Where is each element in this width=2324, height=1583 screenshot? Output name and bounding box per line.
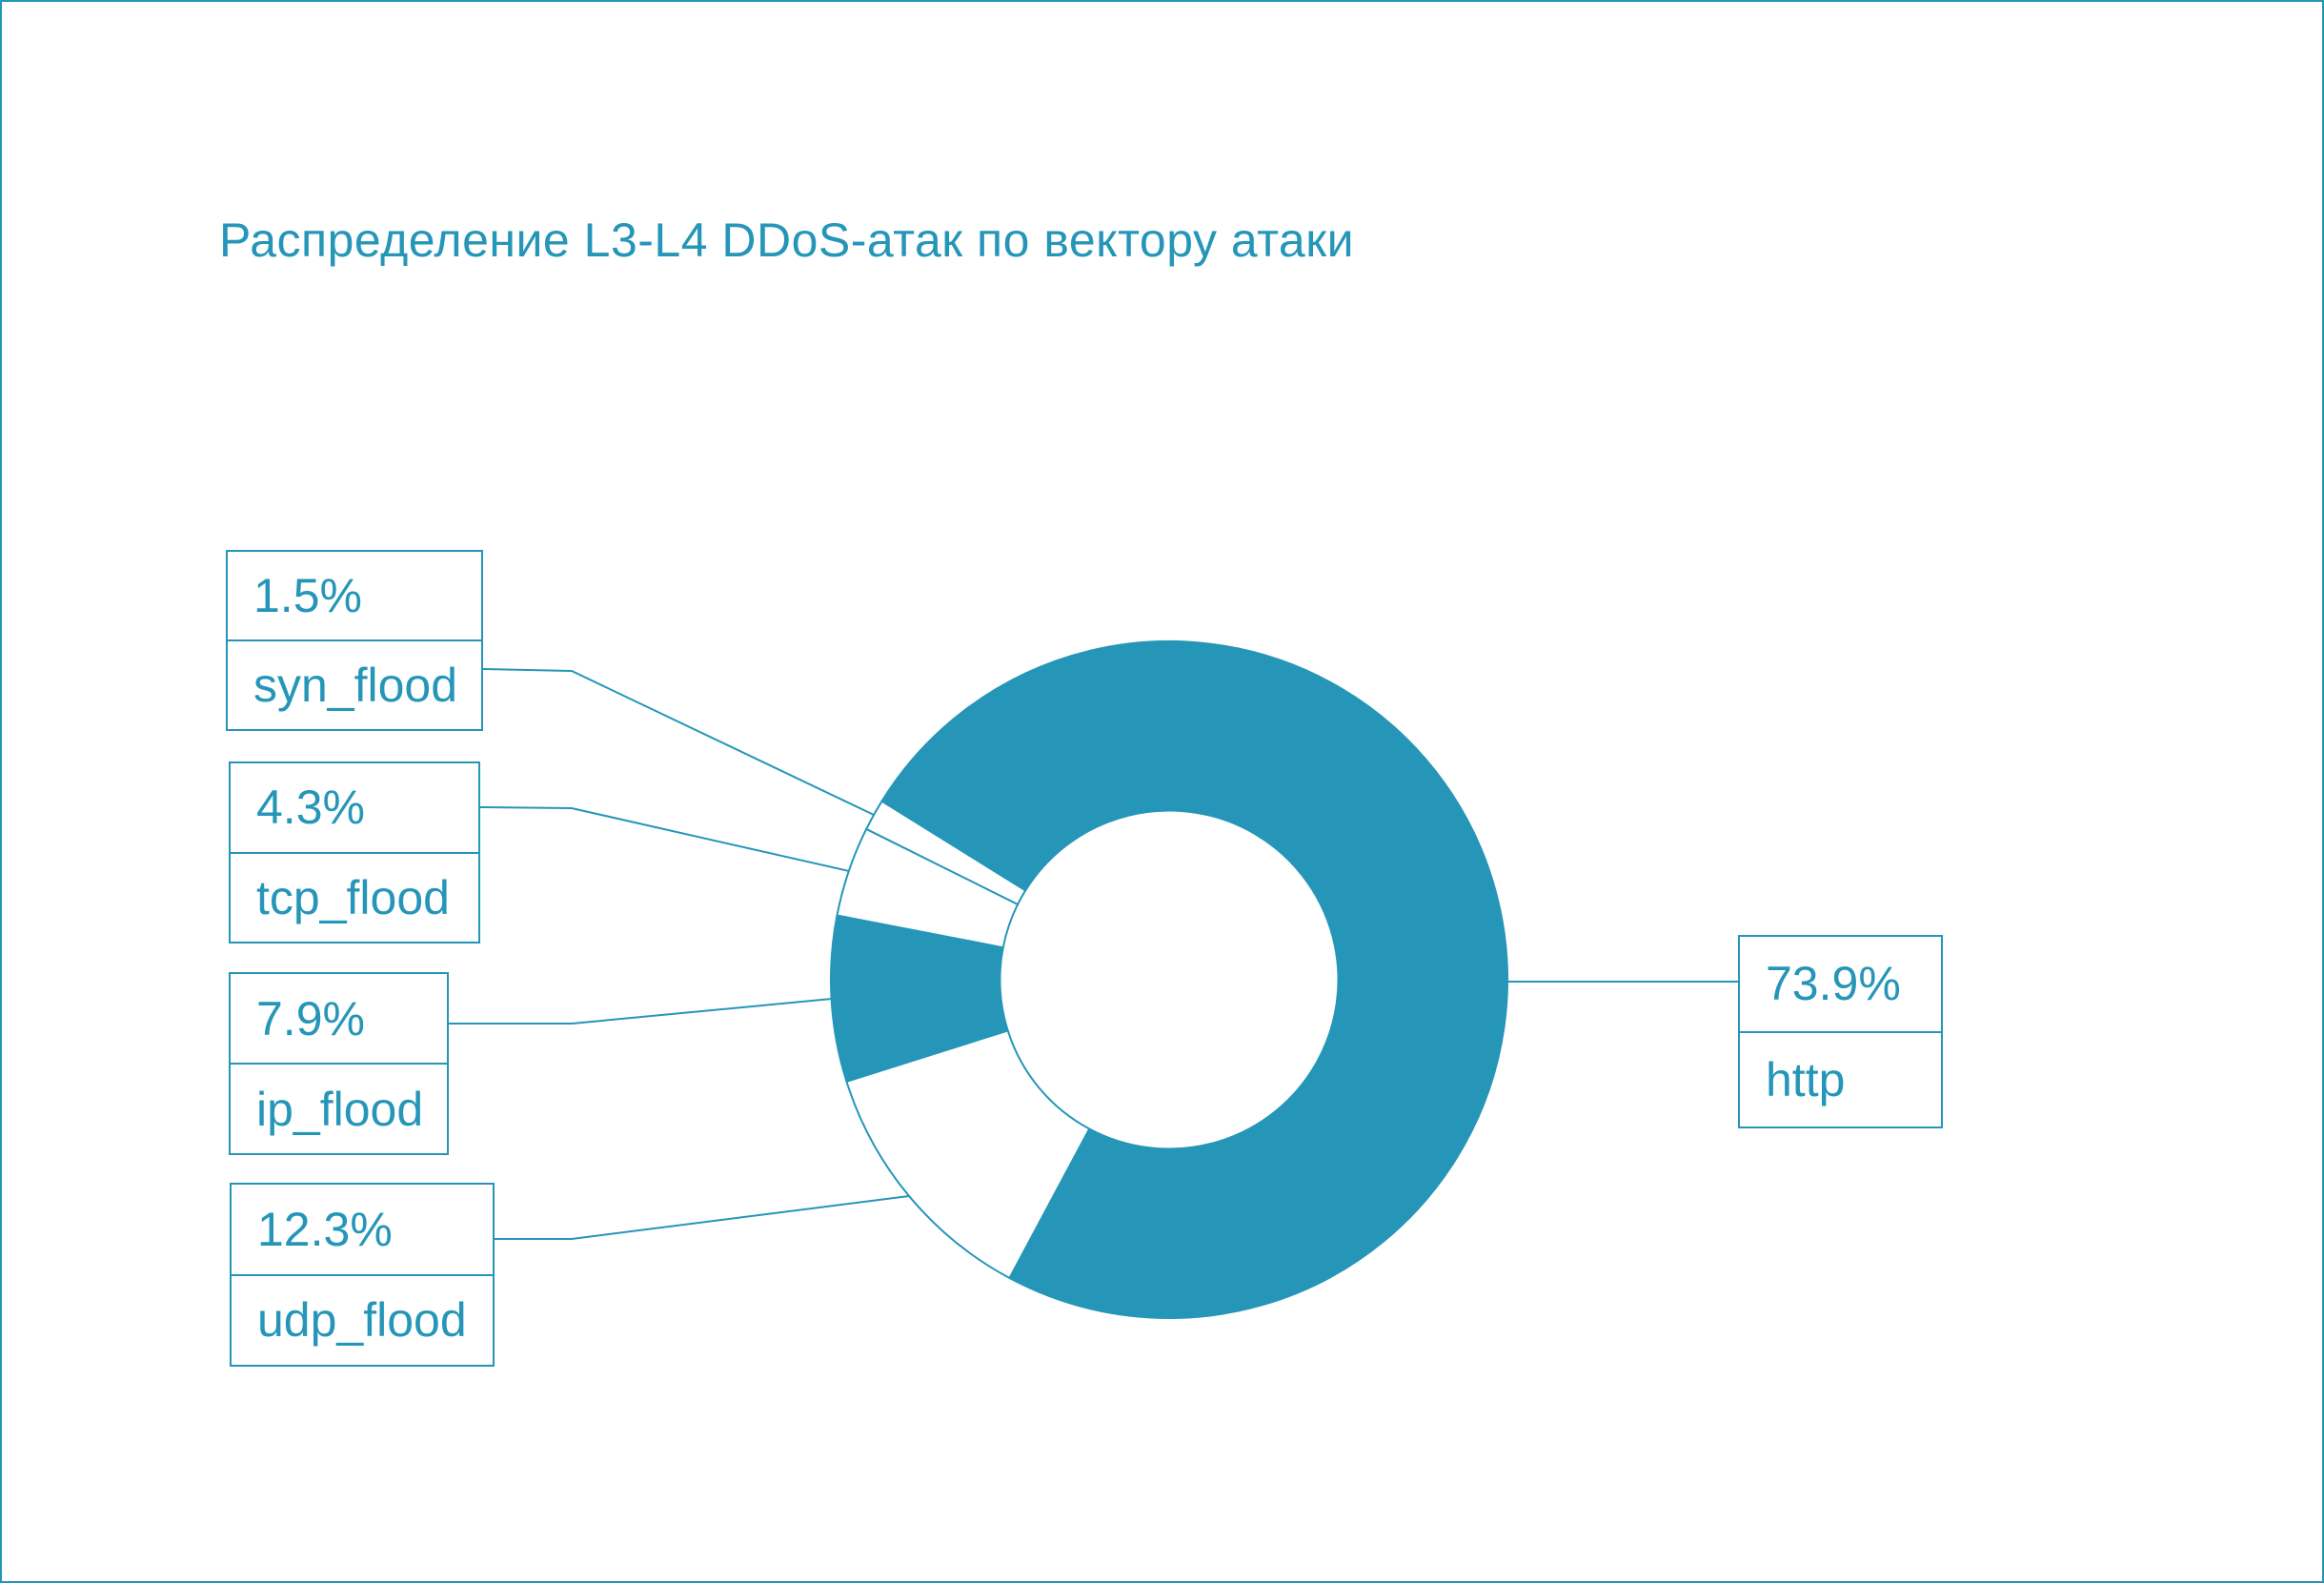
pie-slice-udp_flood: [845, 1029, 1091, 1279]
leader-line-udp_flood: [495, 1195, 910, 1240]
slice-label-http: 73.9% http: [1738, 935, 1943, 1128]
slice-percent-udp_flood: 12.3%: [232, 1185, 493, 1276]
leader-line-ip_flood: [449, 998, 833, 1025]
chart-title: Распределение L3-L4 DDoS-атак по вектору…: [219, 213, 1355, 267]
slice-name-syn_flood: syn_flood: [253, 659, 458, 712]
slice-name-http: http: [1766, 1052, 1846, 1106]
leader-line-tcp_flood: [479, 806, 850, 872]
slice-label-syn_flood: 1.5% syn_flood: [226, 550, 483, 731]
slice-percent-http: 73.9%: [1740, 937, 1941, 1033]
pie-slice-http: [880, 640, 1508, 1319]
slice-label-tcp_flood: 4.3% tcp_flood: [229, 761, 480, 944]
slice-label-ip_flood: 7.9% ip_flood: [229, 972, 449, 1155]
leader-line-syn_flood: [482, 668, 875, 816]
slice-label-udp_flood: 12.3% udp_flood: [230, 1183, 495, 1367]
slice-name-ip_flood: ip_flood: [256, 1082, 424, 1136]
slice-percent-ip_flood: 7.9%: [231, 974, 447, 1065]
slice-name-tcp_flood: tcp_flood: [256, 870, 450, 924]
slice-name-udp_flood: udp_flood: [257, 1293, 467, 1348]
slice-percent-syn_flood: 1.5%: [228, 552, 481, 641]
slice-percent-tcp_flood: 4.3%: [231, 763, 478, 854]
